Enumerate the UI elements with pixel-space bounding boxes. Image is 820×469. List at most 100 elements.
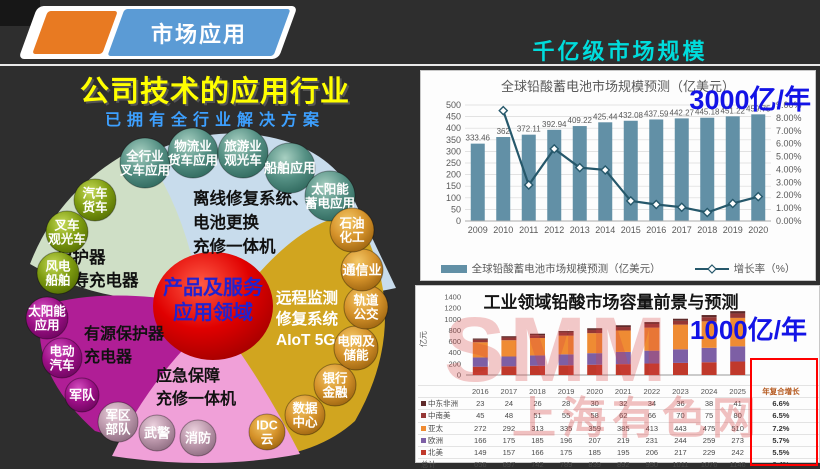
growth-marker [625, 195, 636, 206]
svg-text:应用: 应用 [34, 318, 59, 333]
svg-text:400: 400 [448, 348, 461, 357]
svg-text:9.00%: 9.00% [776, 100, 802, 110]
annotation-1000: 1000亿/年 [689, 315, 807, 345]
growth-marker [651, 199, 662, 210]
svg-text:800: 800 [448, 326, 461, 335]
svg-text:350: 350 [446, 135, 461, 145]
stack-segment [558, 335, 574, 355]
stack-segment [673, 324, 688, 350]
stack-segment [530, 335, 545, 339]
chart-legend: 全球铅酸蓄电池市场规模预测（亿美元） 增长率（%） [421, 261, 815, 276]
stack-segment [644, 323, 660, 328]
flower-center-circle [153, 252, 273, 360]
stack-segment [644, 322, 660, 324]
svg-text:旅游业: 旅游业 [223, 139, 262, 154]
annotation-3000: 3000亿/年 [689, 85, 811, 115]
chart-title: 全球铅酸蓄电池市场规模预测（亿美元） [500, 79, 735, 94]
row-swatch [421, 450, 426, 456]
petal-label: AIoT 5G [276, 332, 335, 349]
stack-segment [472, 342, 488, 358]
svg-text:云: 云 [261, 433, 274, 447]
svg-text:货车应用: 货车应用 [168, 153, 218, 168]
svg-text:2011: 2011 [519, 225, 538, 235]
svg-text:通信业: 通信业 [342, 263, 381, 278]
bar [547, 129, 562, 221]
industrial-market-chart-panel: 工业领域铅酸市场容量前景与预测 1000亿/年 0 200 400 600 800 100… [415, 285, 820, 469]
svg-text:数据: 数据 [291, 401, 318, 416]
flower-node: 船舶应用 [264, 142, 316, 194]
petal-label: 充修一体机 [193, 236, 276, 256]
row-swatch [421, 413, 426, 419]
chart-title: 工业领域铅酸市场容量前景与预测 [483, 293, 739, 312]
section-title: 公司技术的应用行业 [79, 76, 350, 108]
svg-text:100: 100 [446, 193, 461, 203]
svg-text:50: 50 [451, 204, 461, 214]
legend-item-line: 增长率（%） [694, 261, 795, 276]
bar [572, 126, 587, 221]
svg-text:石油: 石油 [338, 216, 364, 231]
flower-node: 武警 [138, 414, 176, 452]
svg-text:2009: 2009 [468, 225, 488, 235]
stack-segment [644, 363, 660, 375]
svg-text:150: 150 [446, 181, 461, 191]
stack-segment [587, 328, 603, 330]
svg-text:中心: 中心 [292, 415, 318, 430]
svg-text:5.00%: 5.00% [776, 152, 802, 162]
bar [725, 116, 740, 221]
legend-bar-swatch [440, 264, 467, 273]
svg-text:409.22: 409.22 [568, 116, 593, 125]
svg-text:军区: 军区 [105, 408, 131, 423]
svg-text:442.27: 442.27 [670, 108, 695, 117]
section-subtitle: 已拥有全行业解决方案 [104, 112, 325, 129]
svg-text:消防: 消防 [185, 431, 211, 446]
svg-text:451.22: 451.22 [721, 106, 746, 115]
svg-text:公交: 公交 [353, 307, 379, 322]
stack-segment [530, 338, 545, 356]
svg-text:3.00%: 3.00% [776, 177, 802, 187]
growth-marker [498, 105, 509, 116]
svg-text:1400: 1400 [444, 293, 461, 302]
growth-marker [549, 143, 560, 154]
svg-text:1000: 1000 [444, 315, 461, 324]
svg-text:银行: 银行 [322, 371, 348, 386]
svg-text:太阳能: 太阳能 [311, 182, 349, 197]
header-banner: 市场应用 [14, 4, 304, 62]
stack-segment [501, 366, 517, 375]
stack-segment [501, 356, 517, 367]
svg-text:观光车: 观光车 [48, 232, 86, 247]
svg-text:425.44: 425.44 [593, 112, 618, 121]
svg-text:军队: 军队 [69, 388, 96, 403]
svg-text:2020: 2020 [748, 225, 768, 235]
stack-segment [673, 320, 688, 325]
svg-text:货车: 货车 [82, 200, 108, 215]
svg-text:400: 400 [446, 123, 461, 133]
bar [649, 119, 664, 221]
svg-text:电动: 电动 [49, 344, 75, 359]
svg-text:IDC: IDC [256, 419, 278, 433]
growth-highlight-box [750, 358, 818, 466]
stack-segment [530, 355, 545, 366]
svg-text:7.00%: 7.00% [776, 126, 802, 136]
petal-label: 充电器 [84, 347, 133, 366]
svg-text:0.00%: 0.00% [776, 216, 802, 226]
stack-segment [615, 325, 631, 328]
svg-text:300: 300 [446, 146, 461, 156]
svg-text:450: 450 [446, 112, 461, 122]
svg-text:物流业: 物流业 [174, 139, 212, 154]
growth-marker [600, 164, 611, 175]
petal-label: 应急保障 [156, 366, 220, 385]
svg-text:333.46: 333.46 [466, 134, 491, 143]
growth-header: 年复合增长 [762, 387, 800, 397]
bar [700, 117, 715, 221]
svg-text:600: 600 [448, 337, 461, 346]
y-axis-label: 亿元 [418, 331, 428, 347]
stack-segment [501, 340, 517, 357]
svg-text:200: 200 [446, 170, 461, 180]
